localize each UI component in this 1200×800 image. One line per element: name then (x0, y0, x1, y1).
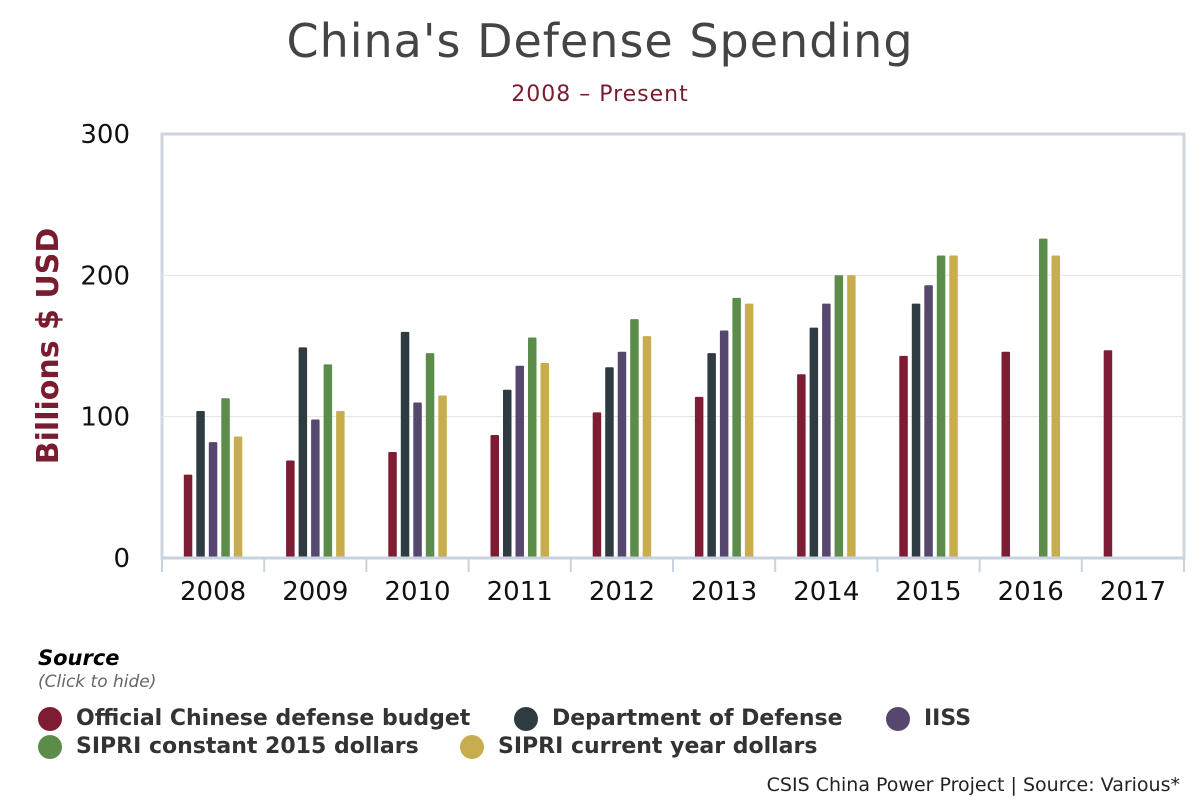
x-tick-label: 2013 (691, 577, 757, 607)
plot-background (160, 132, 1186, 560)
chart-subtitle: 2008 – Present (511, 82, 689, 107)
legend-swatch (38, 706, 62, 731)
x-tick-label: 2016 (998, 577, 1064, 607)
legend-swatch (886, 706, 910, 731)
bar[interactable] (924, 285, 933, 558)
x-tick-label: 2009 (282, 577, 348, 607)
bar[interactable] (1039, 238, 1048, 558)
bar[interactable] (797, 374, 806, 558)
bar[interactable] (323, 364, 333, 558)
bar[interactable] (196, 411, 205, 558)
bar[interactable] (911, 303, 921, 558)
bar[interactable] (183, 474, 193, 558)
bar[interactable] (233, 436, 243, 559)
x-tick-label: 2011 (487, 577, 553, 607)
bar[interactable] (899, 355, 908, 558)
x-tick-label: 2015 (895, 577, 961, 607)
bar[interactable] (528, 337, 537, 559)
bar[interactable] (311, 419, 320, 559)
bar[interactable] (298, 347, 308, 558)
bar[interactable] (732, 297, 741, 558)
legend-swatch (38, 734, 62, 759)
y-tick-label: 200 (80, 261, 130, 291)
credits[interactable]: CSIS China Power Project | Source: Vario… (766, 774, 1180, 796)
bar[interactable] (1051, 255, 1061, 559)
legend-item[interactable]: Official Chinese defense budget (38, 706, 470, 731)
bars (183, 238, 1113, 559)
bar[interactable] (744, 303, 754, 558)
bar[interactable] (630, 319, 639, 558)
legend-item[interactable]: SIPRI current year dollars (460, 734, 817, 759)
y-tick-label: 300 (80, 120, 130, 150)
bar[interactable] (719, 330, 729, 559)
bar[interactable] (642, 336, 652, 558)
bar[interactable] (425, 353, 435, 558)
bar[interactable] (400, 331, 410, 558)
bar[interactable] (605, 367, 614, 558)
x-tick-label: 2010 (384, 577, 450, 607)
bar[interactable] (1001, 351, 1011, 558)
bar[interactable] (949, 255, 958, 559)
x-tick-label: 2012 (589, 577, 655, 607)
bar[interactable] (809, 327, 819, 558)
legend-item[interactable]: IISS (886, 706, 971, 731)
bar[interactable] (503, 389, 512, 558)
bar[interactable] (286, 460, 295, 559)
bar[interactable] (336, 411, 345, 558)
legend-heading: Source (38, 646, 120, 670)
legend-label: Official Chinese defense budget (76, 706, 471, 731)
bar[interactable] (413, 402, 422, 559)
bar[interactable] (834, 275, 844, 558)
x-tick-label: 2017 (1100, 577, 1166, 607)
bar[interactable] (847, 275, 856, 558)
legend-swatch (460, 734, 484, 759)
bar[interactable] (490, 435, 500, 558)
chart-title: China's Defense Spending (286, 14, 914, 68)
bar[interactable] (617, 351, 627, 558)
bar[interactable] (515, 365, 525, 558)
bar[interactable] (936, 255, 946, 559)
x-axis-ticks: 2008 2009 2010 2011 2012 2013 2014 2015 2016 2017 (161, 556, 1185, 607)
bar[interactable] (592, 412, 602, 558)
bar[interactable] (822, 303, 831, 558)
legend-swatch (514, 706, 538, 731)
legend-label: SIPRI constant 2015 dollars (76, 734, 419, 759)
bar[interactable] (694, 396, 704, 558)
y-axis-ticks: 0 100 200 300 (80, 120, 130, 574)
legend-label: Department of Defense (552, 706, 843, 731)
bar[interactable] (208, 442, 218, 558)
legend-hint: (Click to hide) (38, 672, 157, 692)
legend-label: IISS (924, 706, 972, 731)
gridlines (162, 274, 1184, 418)
y-tick-label: 0 (113, 544, 130, 574)
x-tick-label: 2008 (180, 577, 246, 607)
bar[interactable] (707, 353, 716, 558)
legend-item[interactable]: Department of Defense (514, 706, 843, 731)
y-tick-label: 100 (80, 403, 130, 433)
y-axis-label: Billions $ USD (31, 228, 66, 464)
bar[interactable] (1103, 350, 1113, 558)
bar[interactable] (221, 398, 230, 558)
legend-item[interactable]: SIPRI constant 2015 dollars (38, 734, 419, 759)
bar[interactable] (438, 395, 447, 559)
bar[interactable] (388, 452, 397, 558)
x-tick-label: 2014 (793, 577, 859, 607)
bar[interactable] (540, 363, 550, 558)
legend: Source (Click to hide) (38, 646, 1038, 692)
legend-label: SIPRI current year dollars (498, 734, 818, 759)
